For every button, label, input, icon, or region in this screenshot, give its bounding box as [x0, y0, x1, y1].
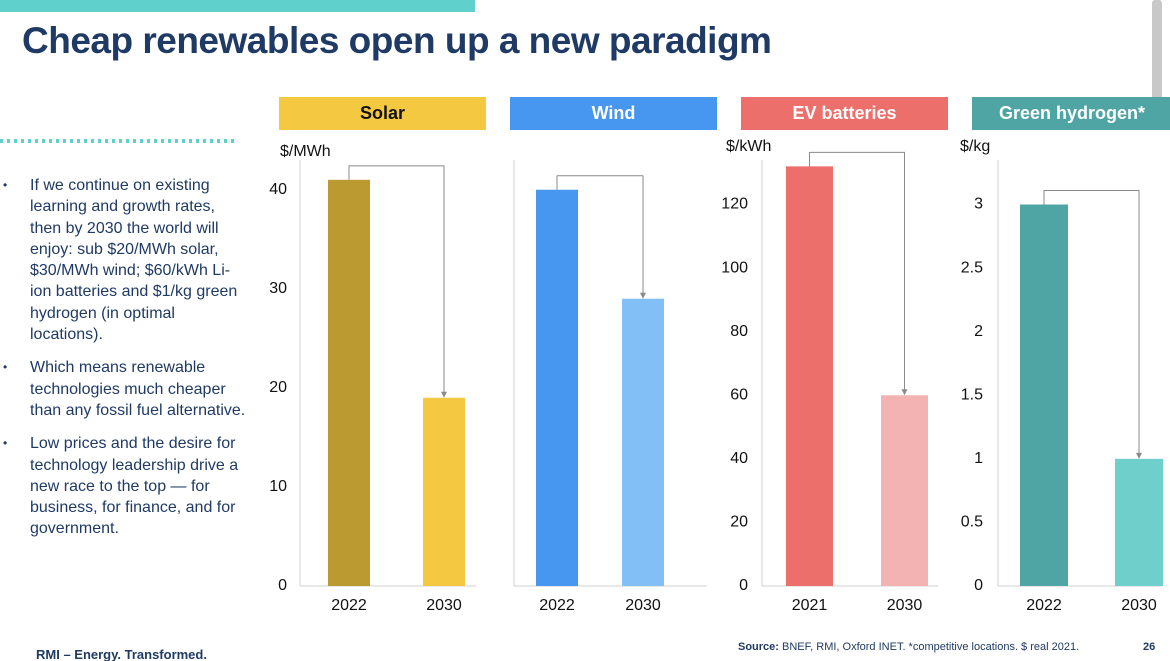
- change-connector: [1043, 190, 1140, 454]
- x-tick-label: 2022: [539, 597, 575, 614]
- y-axis-label: $/kWh: [726, 138, 771, 155]
- source-label: Source:: [738, 641, 779, 653]
- x-tick-label: 2030: [625, 597, 661, 614]
- change-connector: [556, 175, 644, 294]
- x-tick-label: 2030: [426, 597, 462, 614]
- scrollbar: [1152, 0, 1162, 118]
- y-tick-label: 120: [721, 196, 748, 213]
- x-tick-label: 2030: [1121, 597, 1157, 614]
- chart-title: EV batteries: [792, 103, 896, 123]
- x-tick-label: 2022: [1026, 597, 1062, 614]
- bar: [423, 397, 465, 586]
- bar: [881, 395, 928, 586]
- chart-title: Solar: [360, 103, 405, 123]
- bar: [1115, 458, 1163, 586]
- y-tick-label: 40: [269, 181, 287, 198]
- slide-title: Cheap renewables open up a new paradigm: [22, 20, 772, 61]
- change-arrowhead: [901, 389, 908, 396]
- y-tick-label: 0: [974, 577, 983, 594]
- x-tick-label: 2021: [792, 597, 828, 614]
- y-tick-label: 20: [730, 514, 748, 531]
- y-tick-label: 60: [730, 386, 748, 403]
- bar: [786, 166, 833, 586]
- x-tick-label: 2022: [331, 597, 367, 614]
- chart-header: [972, 97, 1170, 130]
- top-accent-bar: [0, 0, 475, 12]
- y-tick-label: 100: [721, 259, 748, 276]
- y-tick-label: 1.5: [961, 386, 983, 403]
- bullet: Which means renewable technologies much …: [0, 357, 250, 421]
- y-tick-label: 30: [269, 280, 287, 297]
- x-tick-label: 2030: [887, 597, 923, 614]
- y-tick-label: 1: [974, 450, 983, 467]
- y-tick-label: 10: [269, 478, 287, 495]
- bar: [536, 189, 578, 586]
- chart-header: [741, 97, 948, 130]
- y-axis-label: $/kg: [960, 138, 990, 155]
- chart-header: [279, 97, 486, 130]
- chart-title: Green hydrogen*: [999, 103, 1145, 123]
- chart-header: [510, 97, 717, 130]
- y-axis-label: $/MWh: [280, 143, 331, 160]
- bullet: Low prices and the desire for technology…: [0, 433, 250, 539]
- y-tick-label: 2: [974, 323, 983, 340]
- y-tick-label: 80: [730, 323, 748, 340]
- change-arrowhead: [1136, 452, 1142, 459]
- y-tick-label: 0: [278, 577, 287, 594]
- bar: [622, 298, 664, 586]
- change-arrowhead: [640, 292, 646, 299]
- y-tick-label: 0.5: [961, 514, 983, 531]
- y-tick-label: 3: [974, 196, 983, 213]
- source-note: Source: BNEF, RMI, Oxford INET. *competi…: [738, 641, 1079, 653]
- change-arrowhead: [441, 391, 447, 398]
- change-connector: [809, 151, 905, 391]
- bar: [328, 179, 370, 586]
- bullet-list: If we continue on existing learning and …: [0, 175, 250, 552]
- bullet: If we continue on existing learning and …: [0, 175, 250, 345]
- y-tick-label: 40: [730, 450, 748, 467]
- y-tick-label: 0: [739, 577, 748, 594]
- y-tick-label: 2.5: [961, 259, 983, 276]
- y-tick-label: 20: [269, 379, 287, 396]
- source-text: BNEF, RMI, Oxford INET. *competitive loc…: [782, 641, 1080, 653]
- change-connector: [348, 165, 445, 393]
- bar: [1020, 204, 1068, 587]
- brand: RMI – Energy. Transformed.: [36, 647, 207, 661]
- page-number: 26: [1143, 641, 1156, 653]
- chart-title: Wind: [592, 103, 636, 123]
